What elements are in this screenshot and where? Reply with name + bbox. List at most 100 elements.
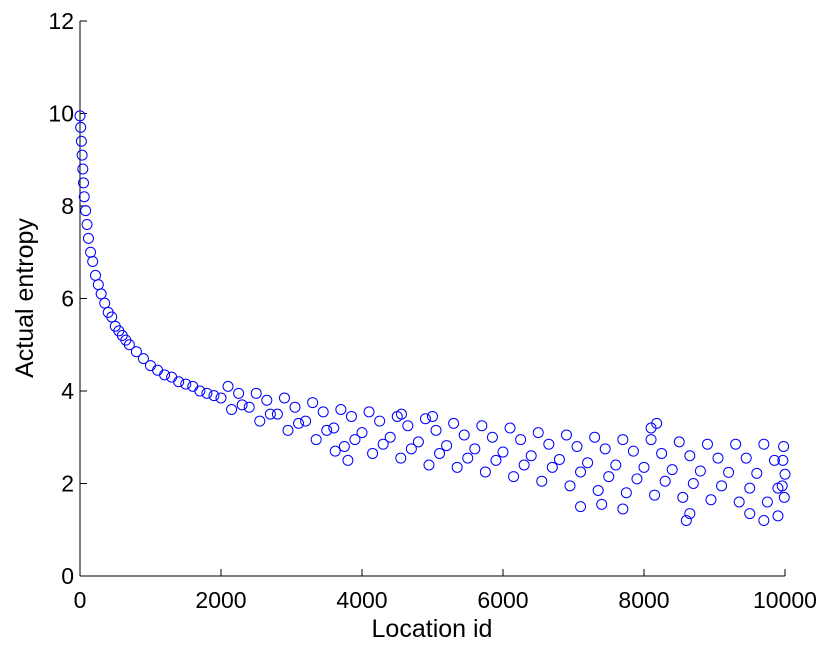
point	[575, 466, 587, 478]
point	[335, 404, 347, 415]
point	[744, 508, 756, 520]
point	[532, 427, 544, 439]
point	[427, 410, 438, 422]
x-tick-label: 10000	[753, 587, 817, 613]
point	[779, 468, 791, 480]
point	[716, 480, 728, 492]
point	[423, 459, 435, 471]
point	[772, 510, 784, 522]
point	[342, 454, 354, 466]
point	[518, 459, 530, 471]
point	[293, 417, 305, 429]
y-tick-label: 6	[61, 286, 74, 312]
point	[649, 489, 661, 501]
point	[405, 443, 417, 455]
point	[451, 461, 463, 473]
point	[651, 417, 663, 429]
point	[504, 422, 516, 434]
point	[486, 431, 498, 443]
point	[173, 376, 185, 388]
point	[508, 471, 520, 483]
point	[367, 447, 379, 459]
point	[236, 399, 248, 411]
point	[638, 461, 650, 473]
point	[546, 461, 558, 473]
point	[208, 390, 220, 402]
point	[81, 219, 93, 230]
point	[610, 459, 622, 471]
point	[571, 441, 583, 452]
point	[159, 369, 171, 381]
x-tick-label: 2000	[195, 587, 246, 613]
point	[479, 466, 491, 478]
point	[243, 401, 255, 413]
point	[448, 417, 460, 429]
point	[434, 447, 446, 459]
point	[137, 353, 149, 365]
point	[680, 515, 692, 526]
point	[631, 473, 643, 485]
point	[254, 415, 266, 427]
y-tick-label: 0	[61, 563, 74, 589]
point	[356, 427, 368, 439]
y-tick-label: 12	[48, 8, 74, 34]
point	[76, 149, 88, 161]
point	[412, 436, 424, 448]
point	[497, 446, 509, 458]
point	[321, 424, 333, 436]
point	[673, 436, 685, 448]
point	[564, 480, 576, 492]
point	[123, 339, 135, 351]
point	[778, 441, 790, 452]
point	[90, 269, 102, 281]
point	[78, 177, 90, 189]
point	[349, 434, 361, 446]
point	[82, 232, 94, 244]
point	[758, 438, 770, 450]
x-tick-label: 6000	[477, 587, 528, 613]
point	[250, 387, 262, 399]
point	[80, 205, 92, 217]
point	[395, 408, 407, 420]
x-axis-label: Location id	[372, 615, 493, 643]
point	[525, 450, 537, 462]
point	[560, 429, 572, 441]
point	[226, 404, 238, 415]
point	[87, 256, 99, 267]
point	[419, 413, 431, 425]
y-tick-label: 2	[61, 471, 74, 497]
point	[659, 475, 671, 487]
point	[733, 496, 745, 508]
point	[430, 424, 442, 436]
point	[152, 364, 164, 376]
point	[384, 431, 396, 443]
point	[469, 443, 481, 455]
y-tick-label: 4	[61, 378, 74, 404]
point	[666, 464, 678, 476]
point	[723, 466, 735, 478]
point	[705, 494, 717, 506]
point	[271, 408, 283, 420]
point	[395, 452, 407, 464]
point	[75, 135, 87, 147]
y-tick-label: 8	[61, 193, 74, 219]
point	[300, 415, 312, 427]
point	[233, 387, 245, 399]
point	[95, 288, 107, 300]
point	[490, 454, 502, 466]
point	[515, 434, 527, 446]
point	[476, 420, 488, 432]
point	[402, 420, 414, 432]
point	[289, 401, 301, 413]
point	[684, 508, 696, 520]
point	[377, 438, 389, 450]
point	[99, 297, 111, 309]
point	[751, 467, 763, 479]
point	[328, 422, 340, 434]
point	[656, 447, 668, 459]
point	[582, 457, 594, 469]
point	[599, 443, 611, 455]
point	[78, 191, 90, 203]
point	[589, 431, 601, 443]
point	[543, 438, 555, 450]
